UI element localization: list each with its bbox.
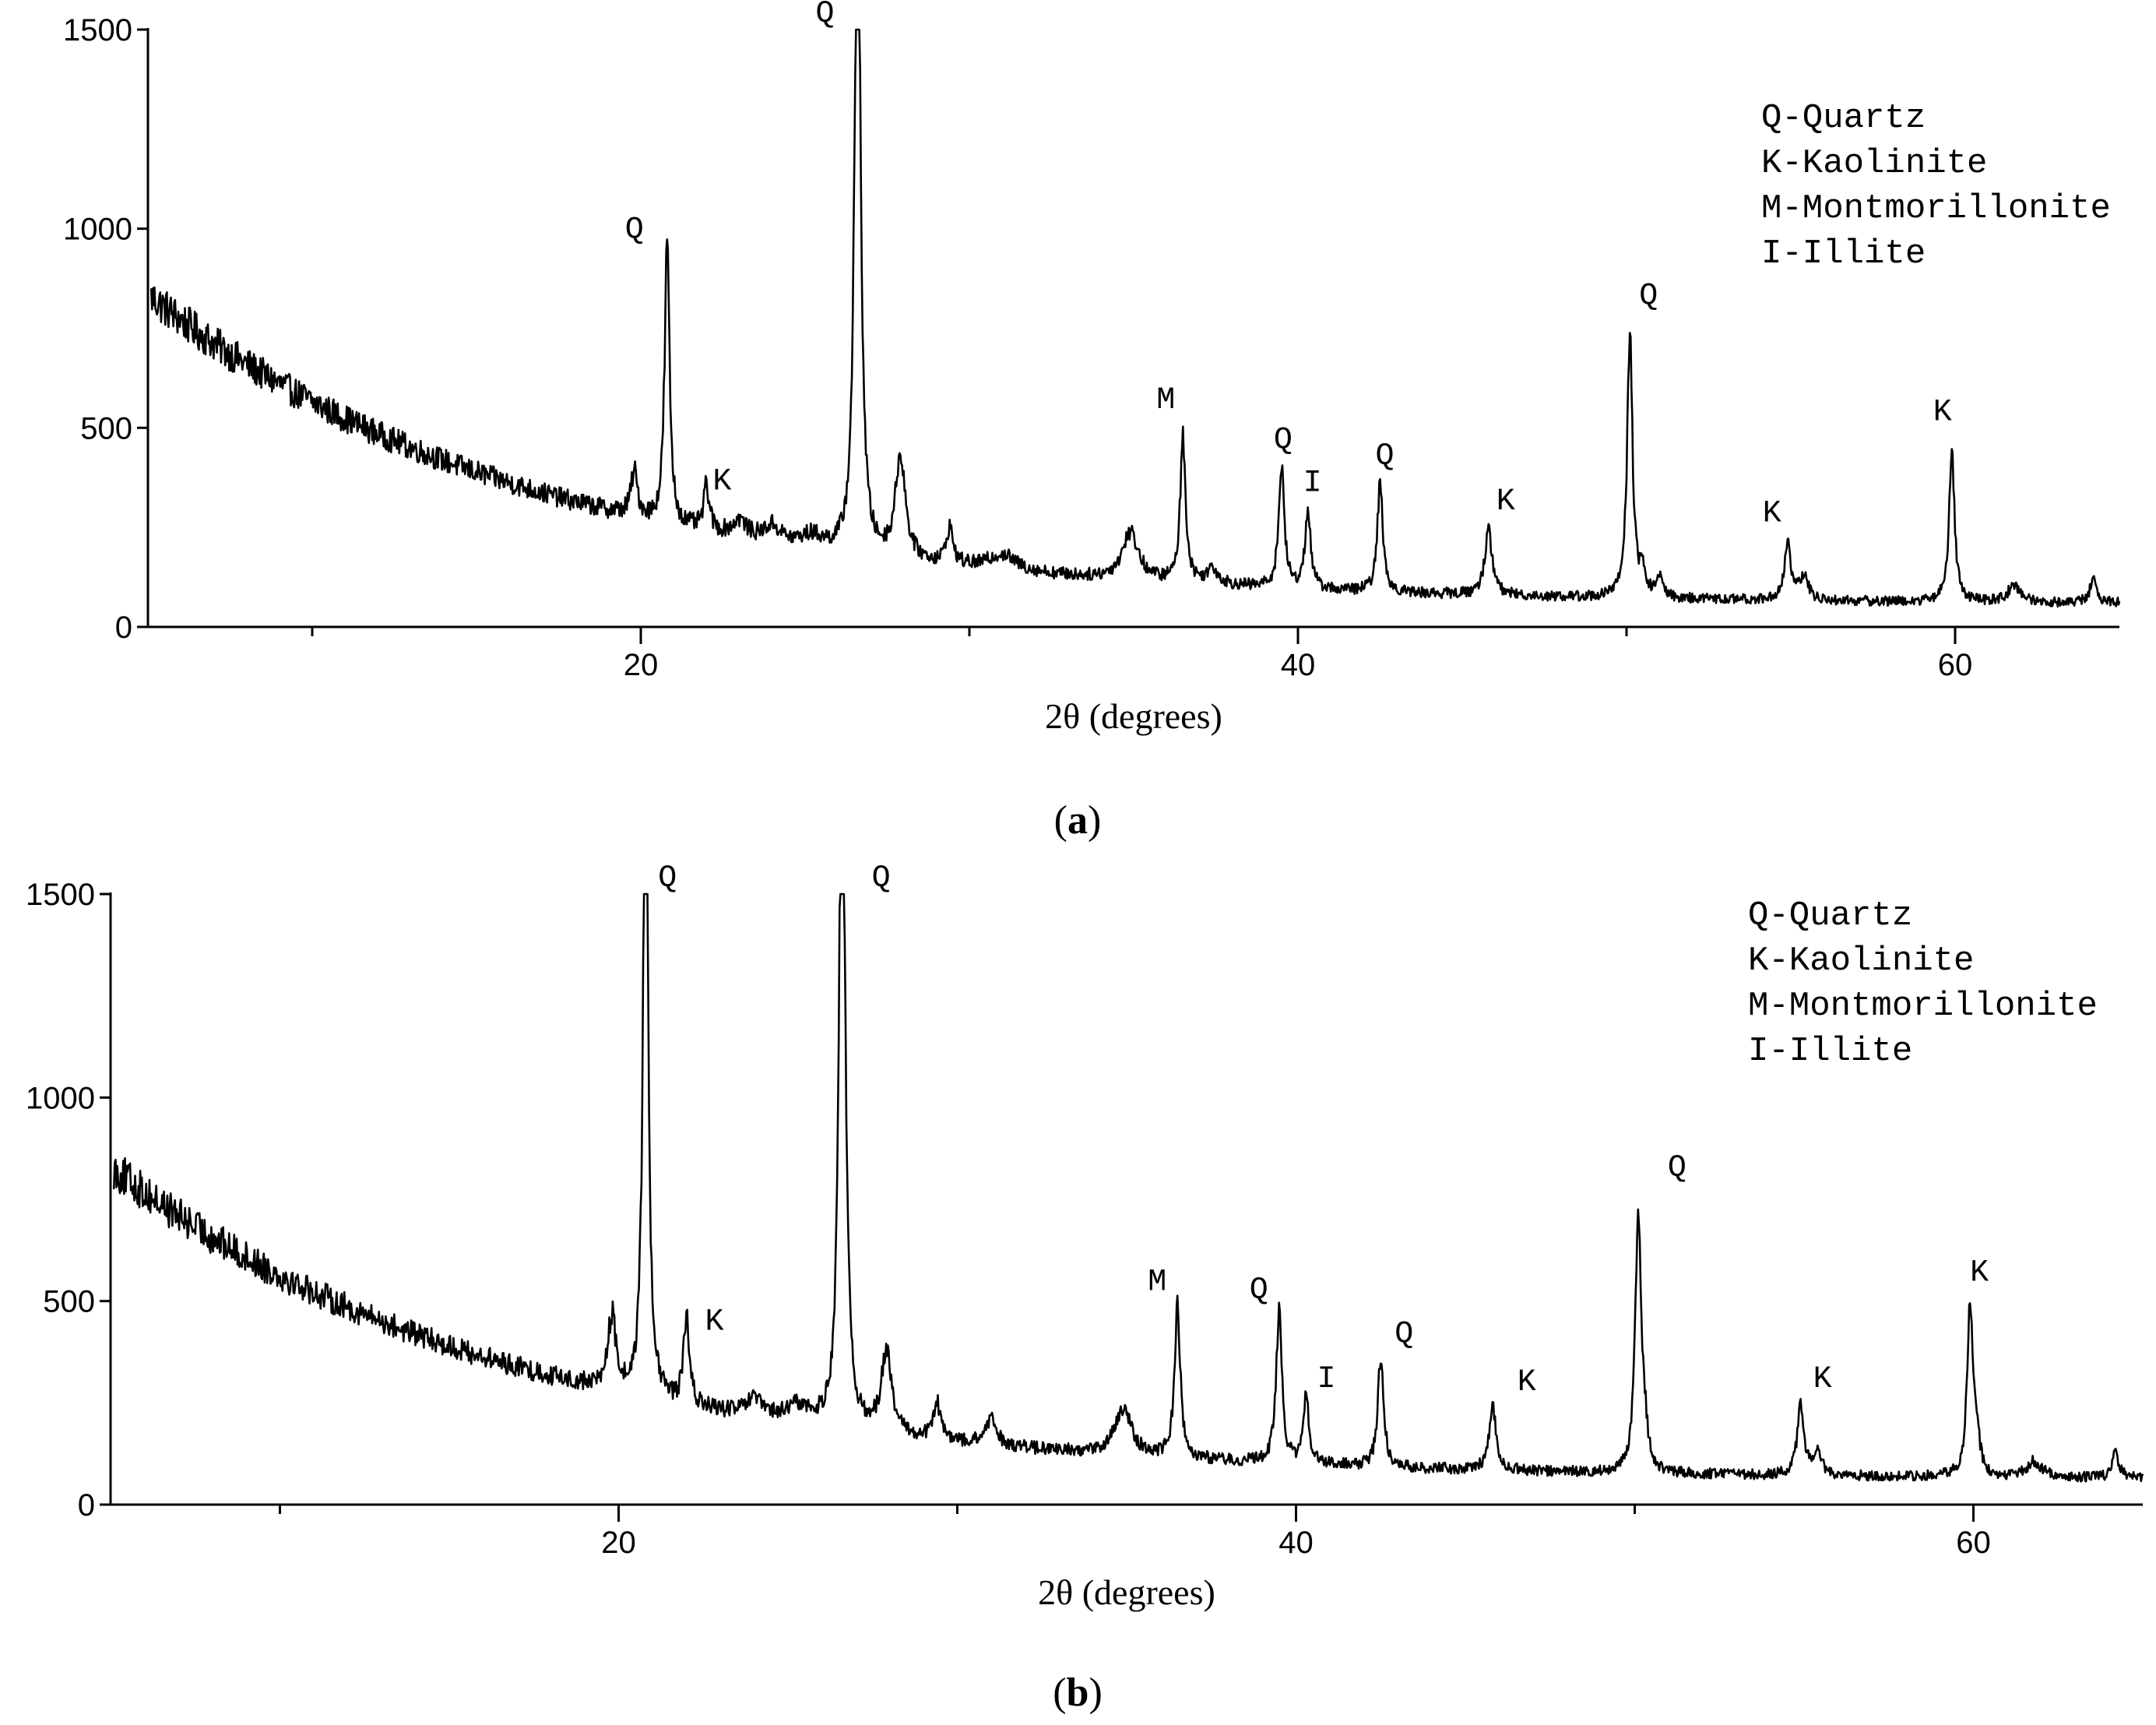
peak-label: Q [1668, 1151, 1686, 1186]
xrd-pattern-line [113, 892, 2144, 1483]
peak-label: Q [1375, 439, 1394, 474]
panel-a: 0 500 1000 1500 20 40 60 2θ (degrees) Q-Quartz K-… [63, 0, 2121, 736]
peak-label: K [1970, 1256, 1989, 1291]
legend-entry: Q-Quartz [1748, 896, 1912, 935]
y-tick-label: 0 [115, 611, 132, 645]
peak-label: K [1933, 396, 1952, 431]
peak-label: Q [1639, 279, 1658, 314]
y-tick-label: 1000 [26, 1081, 95, 1115]
x-tick-label: 20 [624, 648, 659, 682]
x-tick-label: 40 [1281, 648, 1316, 682]
legend-entry: Q-Quartz [1761, 99, 1926, 138]
legend-entry: I-Illite [1761, 234, 1926, 273]
peak-label: K [712, 464, 731, 499]
x-tick-label: 60 [1956, 1526, 1991, 1560]
peak-label: Q [1250, 1273, 1268, 1308]
legend-entry: K-Kaolinite [1748, 942, 1974, 980]
peak-label: K [705, 1305, 723, 1340]
panel-a-caption: (a) [1054, 798, 1102, 843]
peak-label: K [1497, 484, 1515, 519]
panel-b: 0 500 1000 1500 20 40 60 2θ (degrees) Q-Quartz K-… [26, 861, 2144, 1612]
peak-label: Q [1395, 1317, 1413, 1352]
peak-label: K [1813, 1362, 1832, 1397]
x-tick-label: 20 [601, 1526, 636, 1560]
peak-label: I [1303, 466, 1322, 501]
y-tick-label: 0 [78, 1488, 95, 1523]
x-axis-label: 2θ (degrees) [1045, 696, 1222, 736]
y-tick-label: 1000 [63, 213, 132, 247]
y-tick-label: 500 [43, 1285, 95, 1319]
x-axis-label: 2θ (degrees) [1038, 1572, 1215, 1612]
peak-label: I [1317, 1362, 1336, 1397]
peak-label: Q [816, 0, 835, 32]
y-tick-label: 1500 [26, 878, 95, 912]
peak-label: K [1763, 496, 1781, 531]
y-tick-label: 500 [80, 411, 132, 445]
legend-entry: I-Illite [1748, 1032, 1912, 1071]
peak-label: M [1156, 383, 1175, 418]
panel-b-caption: (b) [1053, 1670, 1103, 1715]
x-tick-label: 60 [1938, 648, 1973, 682]
peak-label: Q [1274, 423, 1293, 458]
y-tick-label: 1500 [63, 13, 132, 48]
peak-label: M [1148, 1266, 1166, 1301]
peak-label: Q [625, 213, 644, 248]
peak-label: K [1518, 1365, 1536, 1400]
peak-label: Q [658, 861, 677, 896]
xrd-pattern-line [149, 28, 2121, 608]
legend-entry: M-Montmorillonite [1748, 987, 2098, 1026]
legend-entry: M-Montmorillonite [1761, 189, 2111, 228]
legend-entry: K-Kaolinite [1761, 144, 1987, 183]
peak-label: Q [872, 861, 891, 896]
x-tick-label: 40 [1278, 1526, 1314, 1560]
